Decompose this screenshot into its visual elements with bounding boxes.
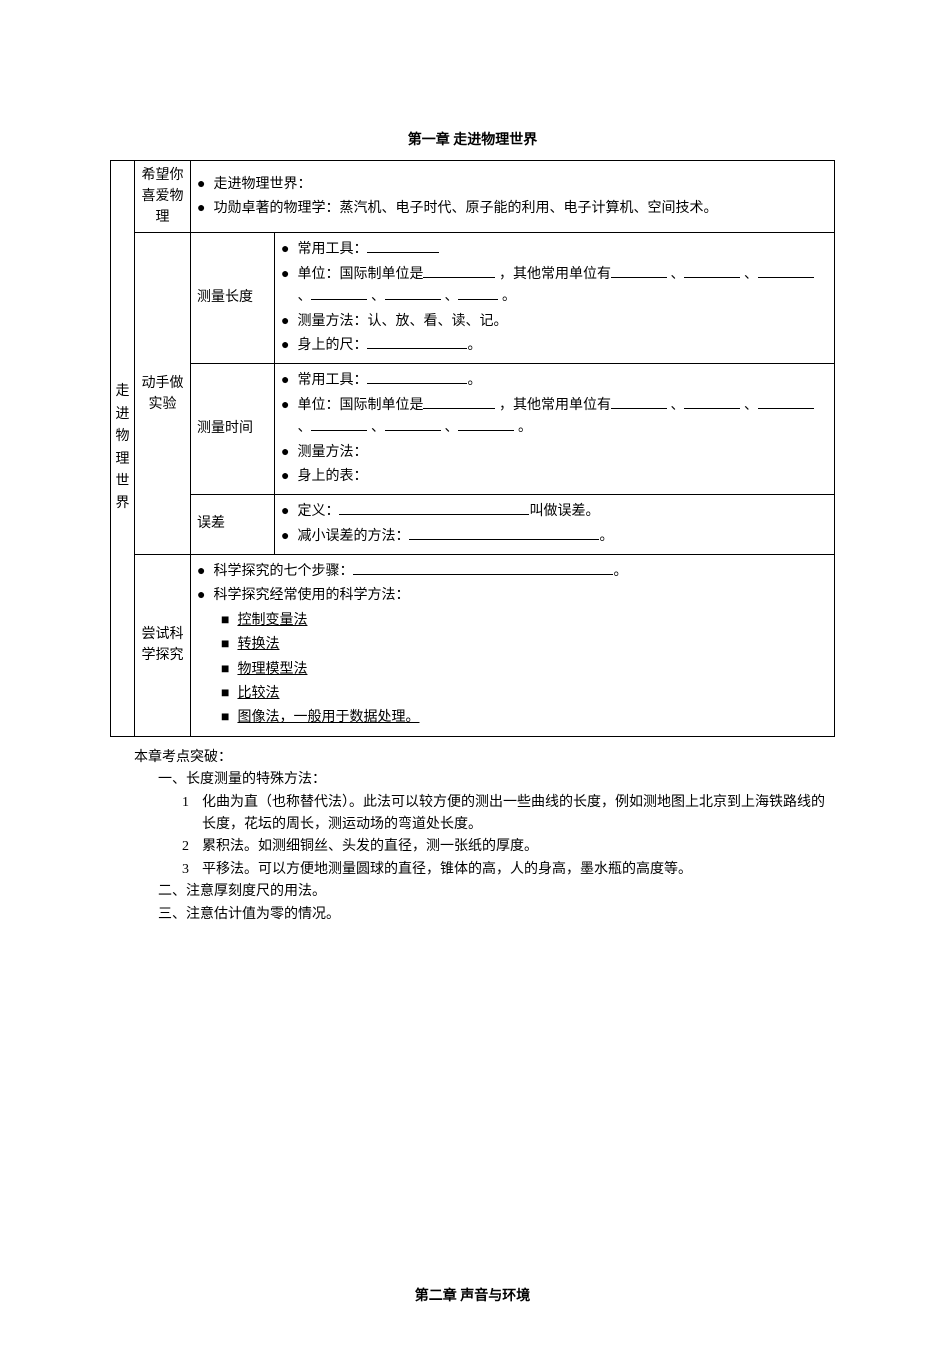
chapter2-title: 第二章 声音与环境 xyxy=(110,1286,835,1308)
t: 控制变量法 xyxy=(237,610,307,632)
below-i2: 二、注意厚刻度尺的用法。 xyxy=(110,881,835,903)
r2-sub3-body: 定义： 叫做误差。 减小误差的方法： 。 xyxy=(275,495,835,555)
below-n1: 1 化曲为直（也称替代法）。此法可以较方便的测出一些曲线的长度，例如测地图上北京… xyxy=(110,792,835,837)
t: 、 xyxy=(297,289,311,304)
t: 、 xyxy=(670,398,684,413)
t: 定义： xyxy=(297,504,339,519)
r2-sub2-body: 常用工具： 。 单位：国际制单位是 ，其他常用单位有 、 、 、 、 、 。 测量… xyxy=(275,364,835,495)
t: 单位：国际制单位是 xyxy=(297,398,423,413)
below-n3: 3 平移法。可以方便地测量圆球的直径，锥体的高，人的身高，墨水瓶的高度等。 xyxy=(110,859,835,881)
below-head: 本章考点突破： xyxy=(110,747,835,769)
num: 2 xyxy=(182,836,194,858)
t: 叫做误差。 xyxy=(529,504,599,519)
r1-head: 希望你喜爱物理 xyxy=(135,161,191,233)
num: 3 xyxy=(182,859,194,881)
r2-sub1-head: 测量长度 xyxy=(191,233,275,364)
t: 。 xyxy=(467,373,481,388)
t: 科学探究经常使用的科学方法： xyxy=(213,585,409,607)
t: 科学探究的七个步骤： xyxy=(213,564,353,579)
r2-sub2-head: 测量时间 xyxy=(191,364,275,495)
r3-body: 科学探究的七个步骤： 。 科学探究经常使用的科学方法： 控制变量法 转换法 物理模… xyxy=(191,555,835,737)
chapter1-title: 第一章 走进物理世界 xyxy=(110,130,835,152)
t: 常用工具： xyxy=(297,373,367,388)
t: 。 xyxy=(613,564,627,579)
t: 、 xyxy=(444,420,458,435)
t: 身上的表： xyxy=(297,466,367,488)
below-i1: 一、长度测量的特殊方法： xyxy=(110,769,835,791)
r2-sub1-body: 常用工具： 单位：国际制单位是 ，其他常用单位有 、 、 、 、 、 。 测量方… xyxy=(275,233,835,364)
below-i3: 三、注意估计值为零的情况。 xyxy=(110,904,835,926)
t: 。 xyxy=(502,289,516,304)
t: 图像法，一般用于数据处理。 xyxy=(237,707,419,729)
txt: 累积法。如测细铜丝、头发的直径，测一张纸的厚度。 xyxy=(202,836,538,858)
t: 、 xyxy=(371,289,385,304)
r1-body: 走进物理世界： 功勋卓著的物理学：蒸汽机、电子时代、原子能的利用、电子计算机、空… xyxy=(191,161,835,233)
t: 常用工具： xyxy=(297,242,367,257)
t: ，其他常用单位有 xyxy=(499,267,611,282)
t: 、 xyxy=(670,267,684,282)
t: 测量方法： xyxy=(297,442,367,464)
left-heading: 走进物理世界 xyxy=(111,161,135,736)
num: 1 xyxy=(182,792,194,814)
r2-head: 动手做实验 xyxy=(135,233,191,555)
r1-b2: 功勋卓著的物理学：蒸汽机、电子时代、原子能的利用、电子计算机、空间技术。 xyxy=(213,198,717,220)
t: 身上的尺： xyxy=(297,338,367,353)
t: 物理模型法 xyxy=(237,659,307,681)
t: 测量方法：认、放、看、读、记。 xyxy=(297,311,507,333)
t: 。 xyxy=(518,420,532,435)
below-n2: 2 累积法。如测细铜丝、头发的直径，测一张纸的厚度。 xyxy=(110,836,835,858)
t: 比较法 xyxy=(237,683,279,705)
txt: 化曲为直（也称替代法）。此法可以较方便的测出一些曲线的长度，例如测地图上北京到上… xyxy=(202,792,835,837)
t: 单位：国际制单位是 xyxy=(297,267,423,282)
r3-head: 尝试科学探究 xyxy=(135,555,191,737)
t: 、 xyxy=(371,420,385,435)
r1-b1: 走进物理世界： xyxy=(213,174,311,196)
t: 、 xyxy=(444,289,458,304)
t: 减小误差的方法： xyxy=(297,529,409,544)
t: 。 xyxy=(599,529,613,544)
t: 。 xyxy=(467,338,481,353)
t: 转换法 xyxy=(237,634,279,656)
r2-sub3-head: 误差 xyxy=(191,495,275,555)
t: 、 xyxy=(744,398,758,413)
outline-table: 走进物理世界 希望你喜爱物理 走进物理世界： 功勋卓著的物理学：蒸汽机、电子时代… xyxy=(110,160,835,736)
t: 、 xyxy=(297,420,311,435)
t: 、 xyxy=(744,267,758,282)
t: ，其他常用单位有 xyxy=(499,398,611,413)
txt: 平移法。可以方便地测量圆球的直径，锥体的高，人的身高，墨水瓶的高度等。 xyxy=(202,859,692,881)
